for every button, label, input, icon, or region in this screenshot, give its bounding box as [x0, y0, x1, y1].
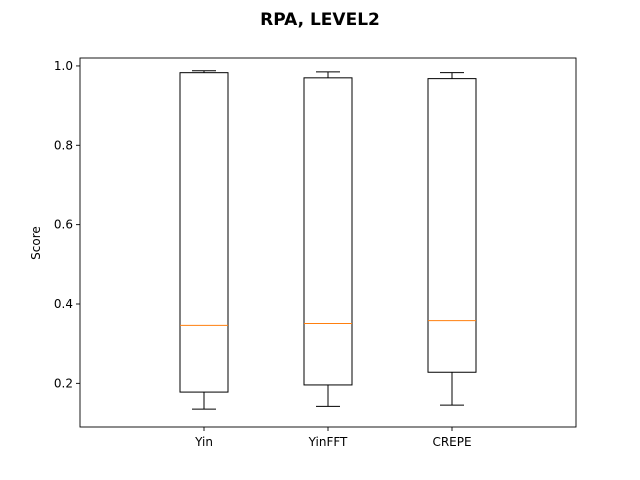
box-crepe — [427, 78, 477, 373]
chart-title: RPA, LEVEL2 — [260, 10, 380, 30]
y-tick-label: 0.6 — [54, 218, 73, 232]
y-tick-label: 0.8 — [54, 138, 73, 152]
x-tick-label: Yin — [194, 435, 213, 449]
x-tick-label: YinFFT — [308, 435, 348, 449]
y-tick-label: 0.4 — [54, 297, 73, 311]
box-yinfft — [303, 77, 353, 386]
plot-frame — [79, 57, 577, 428]
plot-area: 0.2 0.4 0.6 0.8 1.0 Yin YinFFT CREPE — [54, 57, 577, 449]
y-axis-label: Score — [29, 226, 43, 260]
y-tick-label: 1.0 — [54, 59, 73, 73]
box-yin — [179, 72, 229, 393]
y-tick-label: 0.2 — [54, 376, 73, 390]
x-tick-label: CREPE — [432, 435, 471, 449]
